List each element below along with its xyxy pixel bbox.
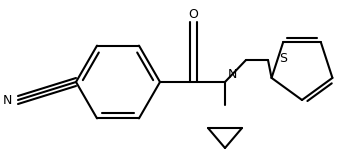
Text: N: N [2, 94, 12, 106]
Text: S: S [279, 52, 287, 65]
Text: O: O [188, 7, 198, 21]
Text: N: N [228, 69, 237, 82]
